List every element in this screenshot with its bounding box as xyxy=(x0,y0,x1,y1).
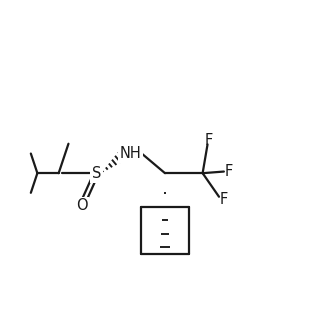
Text: F: F xyxy=(225,164,233,179)
Text: S: S xyxy=(92,166,101,181)
Text: F: F xyxy=(205,133,213,148)
Text: O: O xyxy=(76,198,87,214)
Text: NH: NH xyxy=(120,146,142,161)
Text: F: F xyxy=(220,192,228,207)
